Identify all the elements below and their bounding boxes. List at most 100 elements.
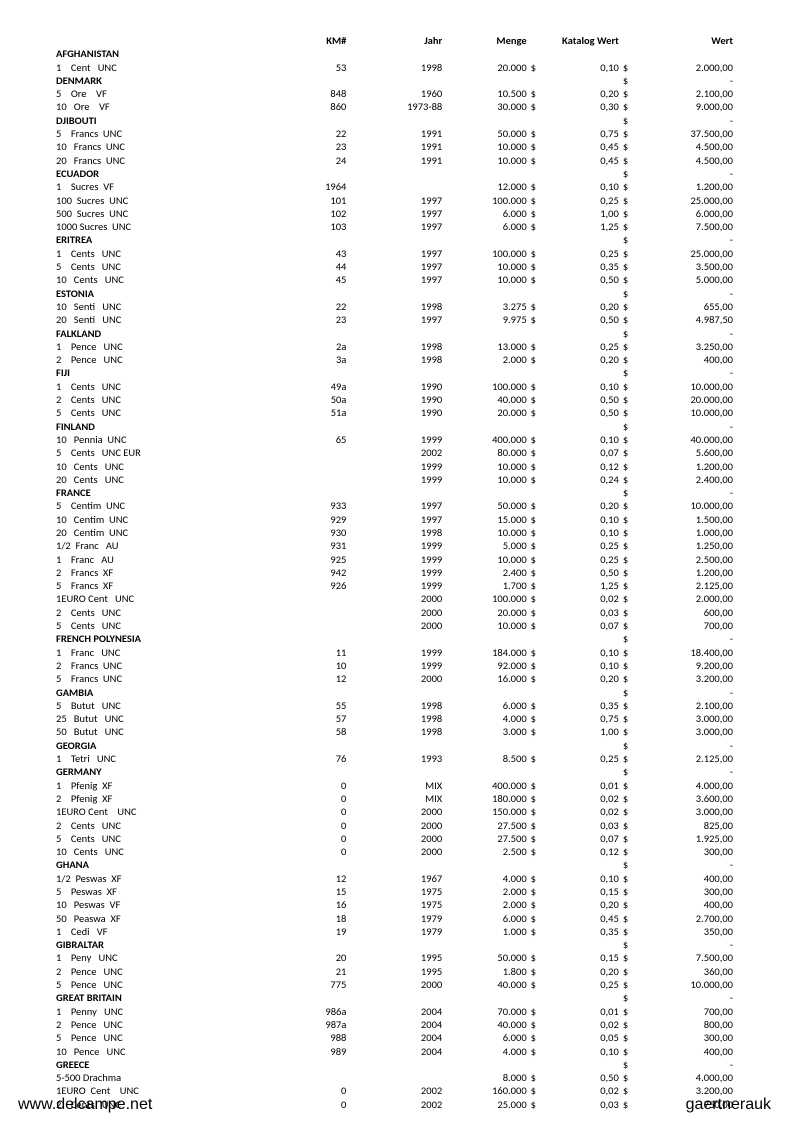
cell-desc: 5 Cents UNC EUR xyxy=(54,446,275,459)
coin-row: 1000 Sucres UNC10319976.000$1,25$7.500,0… xyxy=(54,220,735,233)
cell-km xyxy=(275,1058,348,1071)
cell-wert: 1.200,00 xyxy=(644,180,735,193)
cell-km: 848 xyxy=(275,87,348,100)
cell-menge: 2.500 xyxy=(444,845,528,858)
coin-row: 2 Francs XF94219992.400$0,50$1.200,00 xyxy=(54,566,735,579)
country-row: ESTONIA$- xyxy=(54,287,735,300)
cell-menge: 50.000 xyxy=(444,127,528,140)
cell-wert: 25.000,00 xyxy=(644,247,735,260)
cell-cur2: $ xyxy=(621,978,644,991)
cell-jahr: 1998 xyxy=(348,61,444,74)
cell-wert: - xyxy=(644,233,735,246)
cell-desc: 50 Butut UNC xyxy=(54,725,275,738)
cell-cur2: $ xyxy=(621,1005,644,1018)
footer-right: gaertnerauk xyxy=(686,1096,771,1114)
cell-jahr: 1990 xyxy=(348,380,444,393)
cell-km xyxy=(275,938,348,951)
cell-menge: 2.000 xyxy=(444,885,528,898)
cell-menge xyxy=(444,420,528,433)
cell-kat: 0,10 xyxy=(551,526,620,539)
cell-cur1: $ xyxy=(529,380,552,393)
cell-desc: 10 Ore VF xyxy=(54,100,275,113)
cell-km: 57 xyxy=(275,712,348,725)
cell-cur2: $ xyxy=(621,1071,644,1084)
cell-menge: 184.000 xyxy=(444,646,528,659)
cell-kat xyxy=(551,114,620,127)
cell-km: 53 xyxy=(275,61,348,74)
cell-km: 22 xyxy=(275,127,348,140)
cell-cur1: $ xyxy=(529,1005,552,1018)
cell-cur1: $ xyxy=(529,672,552,685)
cell-cur2: $ xyxy=(621,699,644,712)
cell-cur2: $ xyxy=(621,526,644,539)
cell-km xyxy=(275,765,348,778)
coin-row: 2 Pence UNC3a19982.000$0,20$400,00 xyxy=(54,353,735,366)
cell-kat: 1,00 xyxy=(551,207,620,220)
cell-wert: - xyxy=(644,287,735,300)
cell-jahr xyxy=(348,47,444,60)
cell-kat: 0,07 xyxy=(551,619,620,632)
country-row: ERITREA$- xyxy=(54,233,735,246)
cell-desc: GREECE xyxy=(54,1058,275,1071)
cell-menge: 6.000 xyxy=(444,1031,528,1044)
coin-row: 1 Franc UNC111999184.000$0,10$18.400,00 xyxy=(54,646,735,659)
coin-row: 10 Pennia UNC651999400.000$0,10$40.000,0… xyxy=(54,433,735,446)
cell-cur1 xyxy=(529,686,552,699)
country-row: FIJI$- xyxy=(54,366,735,379)
cell-cur2: $ xyxy=(621,951,644,964)
cell-menge: 12.000 xyxy=(444,180,528,193)
cell-jahr: 1999 xyxy=(348,579,444,592)
cell-kat: 1,25 xyxy=(551,579,620,592)
cell-cur2: $ xyxy=(621,898,644,911)
cell-cur2: $ xyxy=(621,446,644,459)
cell-desc: 1 Peny UNC xyxy=(54,951,275,964)
cell-kat xyxy=(551,858,620,871)
cell-cur2: $ xyxy=(621,486,644,499)
cell-cur1: $ xyxy=(529,579,552,592)
cell-desc: 1EURO Cent UNC xyxy=(54,592,275,605)
cell-menge: 10.000 xyxy=(444,619,528,632)
cell-cur2: $ xyxy=(621,327,644,340)
coin-row: 1/2 Franc AU93119995.000$0,25$1.250,00 xyxy=(54,539,735,552)
cell-desc: 10 Cents UNC xyxy=(54,845,275,858)
cell-desc: GREAT BRITAIN xyxy=(54,991,275,1004)
cell-kat: 0,07 xyxy=(551,446,620,459)
cell-desc: 5 Francs XF xyxy=(54,579,275,592)
cell-menge xyxy=(444,233,528,246)
cell-cur1: $ xyxy=(529,646,552,659)
cell-cur1: $ xyxy=(529,340,552,353)
cell-wert: 360,00 xyxy=(644,965,735,978)
cell-jahr xyxy=(348,233,444,246)
coin-row: 10 Francs UNC23199110.000$0,45$4.500,00 xyxy=(54,140,735,153)
cell-jahr: 1999 xyxy=(348,473,444,486)
cell-kat: 0,02 xyxy=(551,792,620,805)
cell-wert: 25.000,00 xyxy=(644,194,735,207)
cell-kat: 0,35 xyxy=(551,925,620,938)
cell-desc: 2 Francs UNC xyxy=(54,659,275,672)
cell-wert: 37.500,00 xyxy=(644,127,735,140)
cell-kat: 0,45 xyxy=(551,140,620,153)
cell-cur1: $ xyxy=(529,699,552,712)
header-menge: Menge xyxy=(444,34,528,47)
cell-jahr: 1997 xyxy=(348,313,444,326)
cell-wert: - xyxy=(644,765,735,778)
cell-jahr: 1997 xyxy=(348,207,444,220)
cell-kat: 0,10 xyxy=(551,872,620,885)
cell-menge: 180.000 xyxy=(444,792,528,805)
cell-cur2: $ xyxy=(621,380,644,393)
cell-wert: - xyxy=(644,114,735,127)
cell-desc: 10 Francs UNC xyxy=(54,140,275,153)
cell-desc: 1 Franc AU xyxy=(54,553,275,566)
cell-menge xyxy=(444,327,528,340)
coin-row: 2 Cents UNC0200225.000$0,03$750,00 xyxy=(54,1098,735,1111)
coin-row: 1 Franc AU925199910.000$0,25$2.500,00 xyxy=(54,553,735,566)
cell-cur2: $ xyxy=(621,553,644,566)
cell-menge: 70.000 xyxy=(444,1005,528,1018)
cell-km xyxy=(275,592,348,605)
cell-desc: ERITREA xyxy=(54,233,275,246)
cell-km xyxy=(275,739,348,752)
cell-wert: 2.400,00 xyxy=(644,473,735,486)
cell-menge xyxy=(444,287,528,300)
cell-cur1: $ xyxy=(529,180,552,193)
cell-desc: 5 Peswas XF xyxy=(54,885,275,898)
